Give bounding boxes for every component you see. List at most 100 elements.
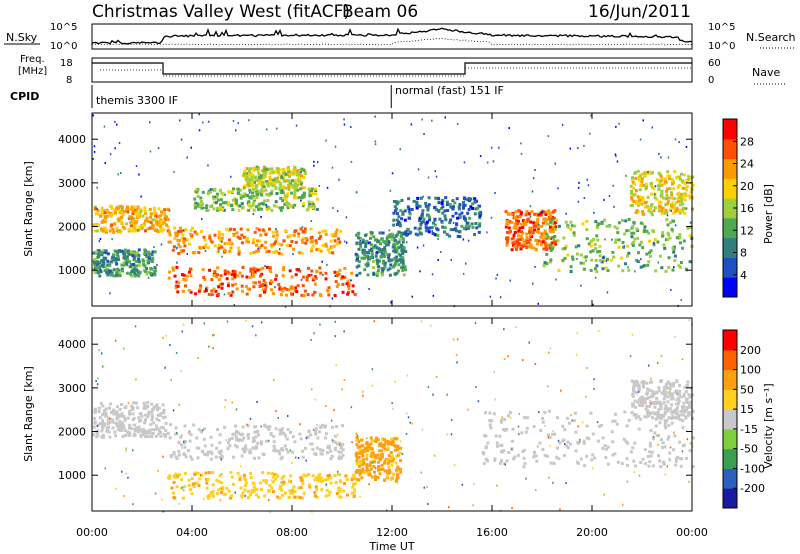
power-cell [643,171,647,175]
power-cell [287,187,291,191]
power-cell [460,211,464,215]
power-speckle-cell [569,147,572,150]
power-speckle-cell [496,274,499,276]
power-cell [285,203,289,207]
velocity-cell [335,492,339,495]
power-cell [467,226,470,230]
power-cell [445,200,449,204]
power-cell [238,188,242,192]
power-cell [135,210,138,214]
power-cell [258,285,262,288]
velocity-cell [505,459,509,463]
velocity-speckle-cell [548,476,550,479]
power-speckle-cell [120,172,122,174]
velocity-speckle-cell [311,388,313,391]
power-cell [176,284,180,288]
power-cell [318,266,322,270]
velocity-cell [603,444,607,448]
velocity-cell [115,410,119,414]
power-cell [258,181,262,185]
power-cell [125,263,129,267]
velocity-cell [499,444,503,447]
power-cell [434,196,438,200]
velocity-speckle-cell [560,389,562,392]
velocity-cell [663,412,667,416]
power-cell [343,275,347,279]
power-cell [561,258,565,262]
velocity-speckle-cell [134,325,137,328]
power-cell [130,270,134,273]
power-cell [273,181,277,185]
power-cell [275,205,279,209]
power-colorbar-tick-label: 28 [740,135,754,148]
power-cell [381,261,385,265]
power-cell [542,264,546,268]
power-cell [476,206,480,210]
power-cell [505,219,509,223]
power-cell [282,239,286,243]
power-cell [212,274,216,277]
velocity-cell [203,427,207,431]
velocity-cell [200,449,204,453]
power-cell [131,205,135,209]
velocity-speckle-cell [180,370,182,372]
power-cell [665,189,668,193]
power-cell [217,292,220,296]
velocity-speckle-cell [220,487,223,490]
power-cell [683,207,687,211]
velocity-cell [585,436,589,440]
power-cell [374,254,378,258]
velocity-speckle-cell [406,374,409,377]
velocity-cell [101,422,105,425]
power-cell [93,258,97,261]
power-cell [633,237,637,241]
power-cell [381,231,385,235]
velocity-cell [148,431,152,435]
velocity-speckle-cell [334,335,337,338]
power-cell [671,268,675,272]
power-speckle-cell [138,173,140,176]
power-speckle-cell [355,191,358,194]
power-cell [341,290,345,294]
power-cell [516,215,520,219]
power-cell [144,219,147,223]
power-cell [183,244,187,248]
power-cell [232,233,236,237]
power-cell [392,218,396,222]
velocity-cell [611,440,615,444]
power-cell [670,227,674,231]
power-speckle-cell [198,129,201,132]
velocity-cell [116,414,120,418]
velocity-cell [329,476,333,480]
velocity-cell [93,420,97,424]
velocity-cell [516,454,520,457]
velocity-cell [159,413,162,417]
power-cell [362,251,366,255]
nave-line [100,67,692,77]
velocity-speckle-cell [493,370,495,373]
velocity-cell [633,441,637,445]
power-cell [249,269,253,273]
power-cell [201,268,205,272]
power-cell [95,260,99,264]
power-cell [310,235,314,239]
power-cell [660,176,664,180]
velocity-cell [99,421,103,425]
velocity-cell [363,471,367,475]
power-speckle-cell [422,195,424,198]
velocity-cell [649,429,653,432]
power-cell [554,242,557,246]
power-cell [99,214,103,218]
power-cell [685,188,689,192]
power-cell [104,216,108,220]
velocity-speckle-cell [199,474,202,477]
power-speckle-cell [623,245,626,248]
power-cell [644,187,648,191]
power-cell [247,240,250,244]
power-speckle-cell [140,195,142,198]
power-cell [101,229,105,233]
velocity-cell [625,457,629,461]
power-speckle-cell [495,277,497,280]
power-cell [100,209,104,213]
power-speckle-cell [376,251,378,254]
